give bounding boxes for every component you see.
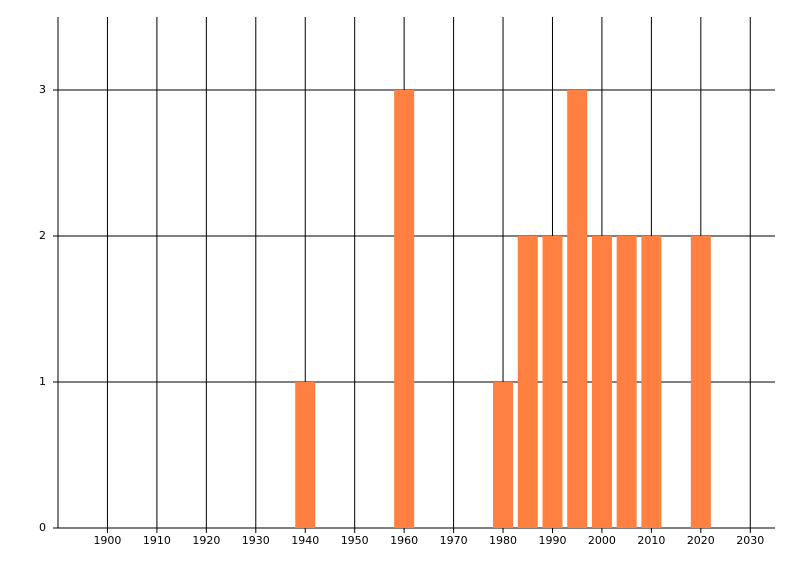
bar (641, 236, 662, 528)
x-tick-label: 2010 (637, 534, 665, 547)
bar (394, 90, 415, 528)
x-tick-label: 2030 (736, 534, 764, 547)
x-tick-label: 1920 (192, 534, 220, 547)
x-tick-label: 1950 (341, 534, 369, 547)
bar (690, 236, 711, 528)
y-tick-label: 2 (39, 229, 46, 242)
bar (493, 382, 514, 528)
bar (591, 236, 612, 528)
bar (616, 236, 637, 528)
x-tick-label: 1990 (538, 534, 566, 547)
x-tick-label: 1970 (440, 534, 468, 547)
bar (517, 236, 538, 528)
x-tick-label: 2000 (588, 534, 616, 547)
x-tick-label: 1900 (93, 534, 121, 547)
bar (295, 382, 316, 528)
x-tick-label: 1940 (291, 534, 319, 547)
y-tick-label: 0 (39, 521, 46, 534)
x-tick-label: 1930 (242, 534, 270, 547)
x-tick-label: 2020 (687, 534, 715, 547)
bar (542, 236, 563, 528)
x-tick-label: 1910 (143, 534, 171, 547)
y-tick-label: 1 (39, 375, 46, 388)
bar (567, 90, 588, 528)
x-tick-label: 1980 (489, 534, 517, 547)
x-tick-label: 1960 (390, 534, 418, 547)
y-tick-label: 3 (39, 83, 46, 96)
